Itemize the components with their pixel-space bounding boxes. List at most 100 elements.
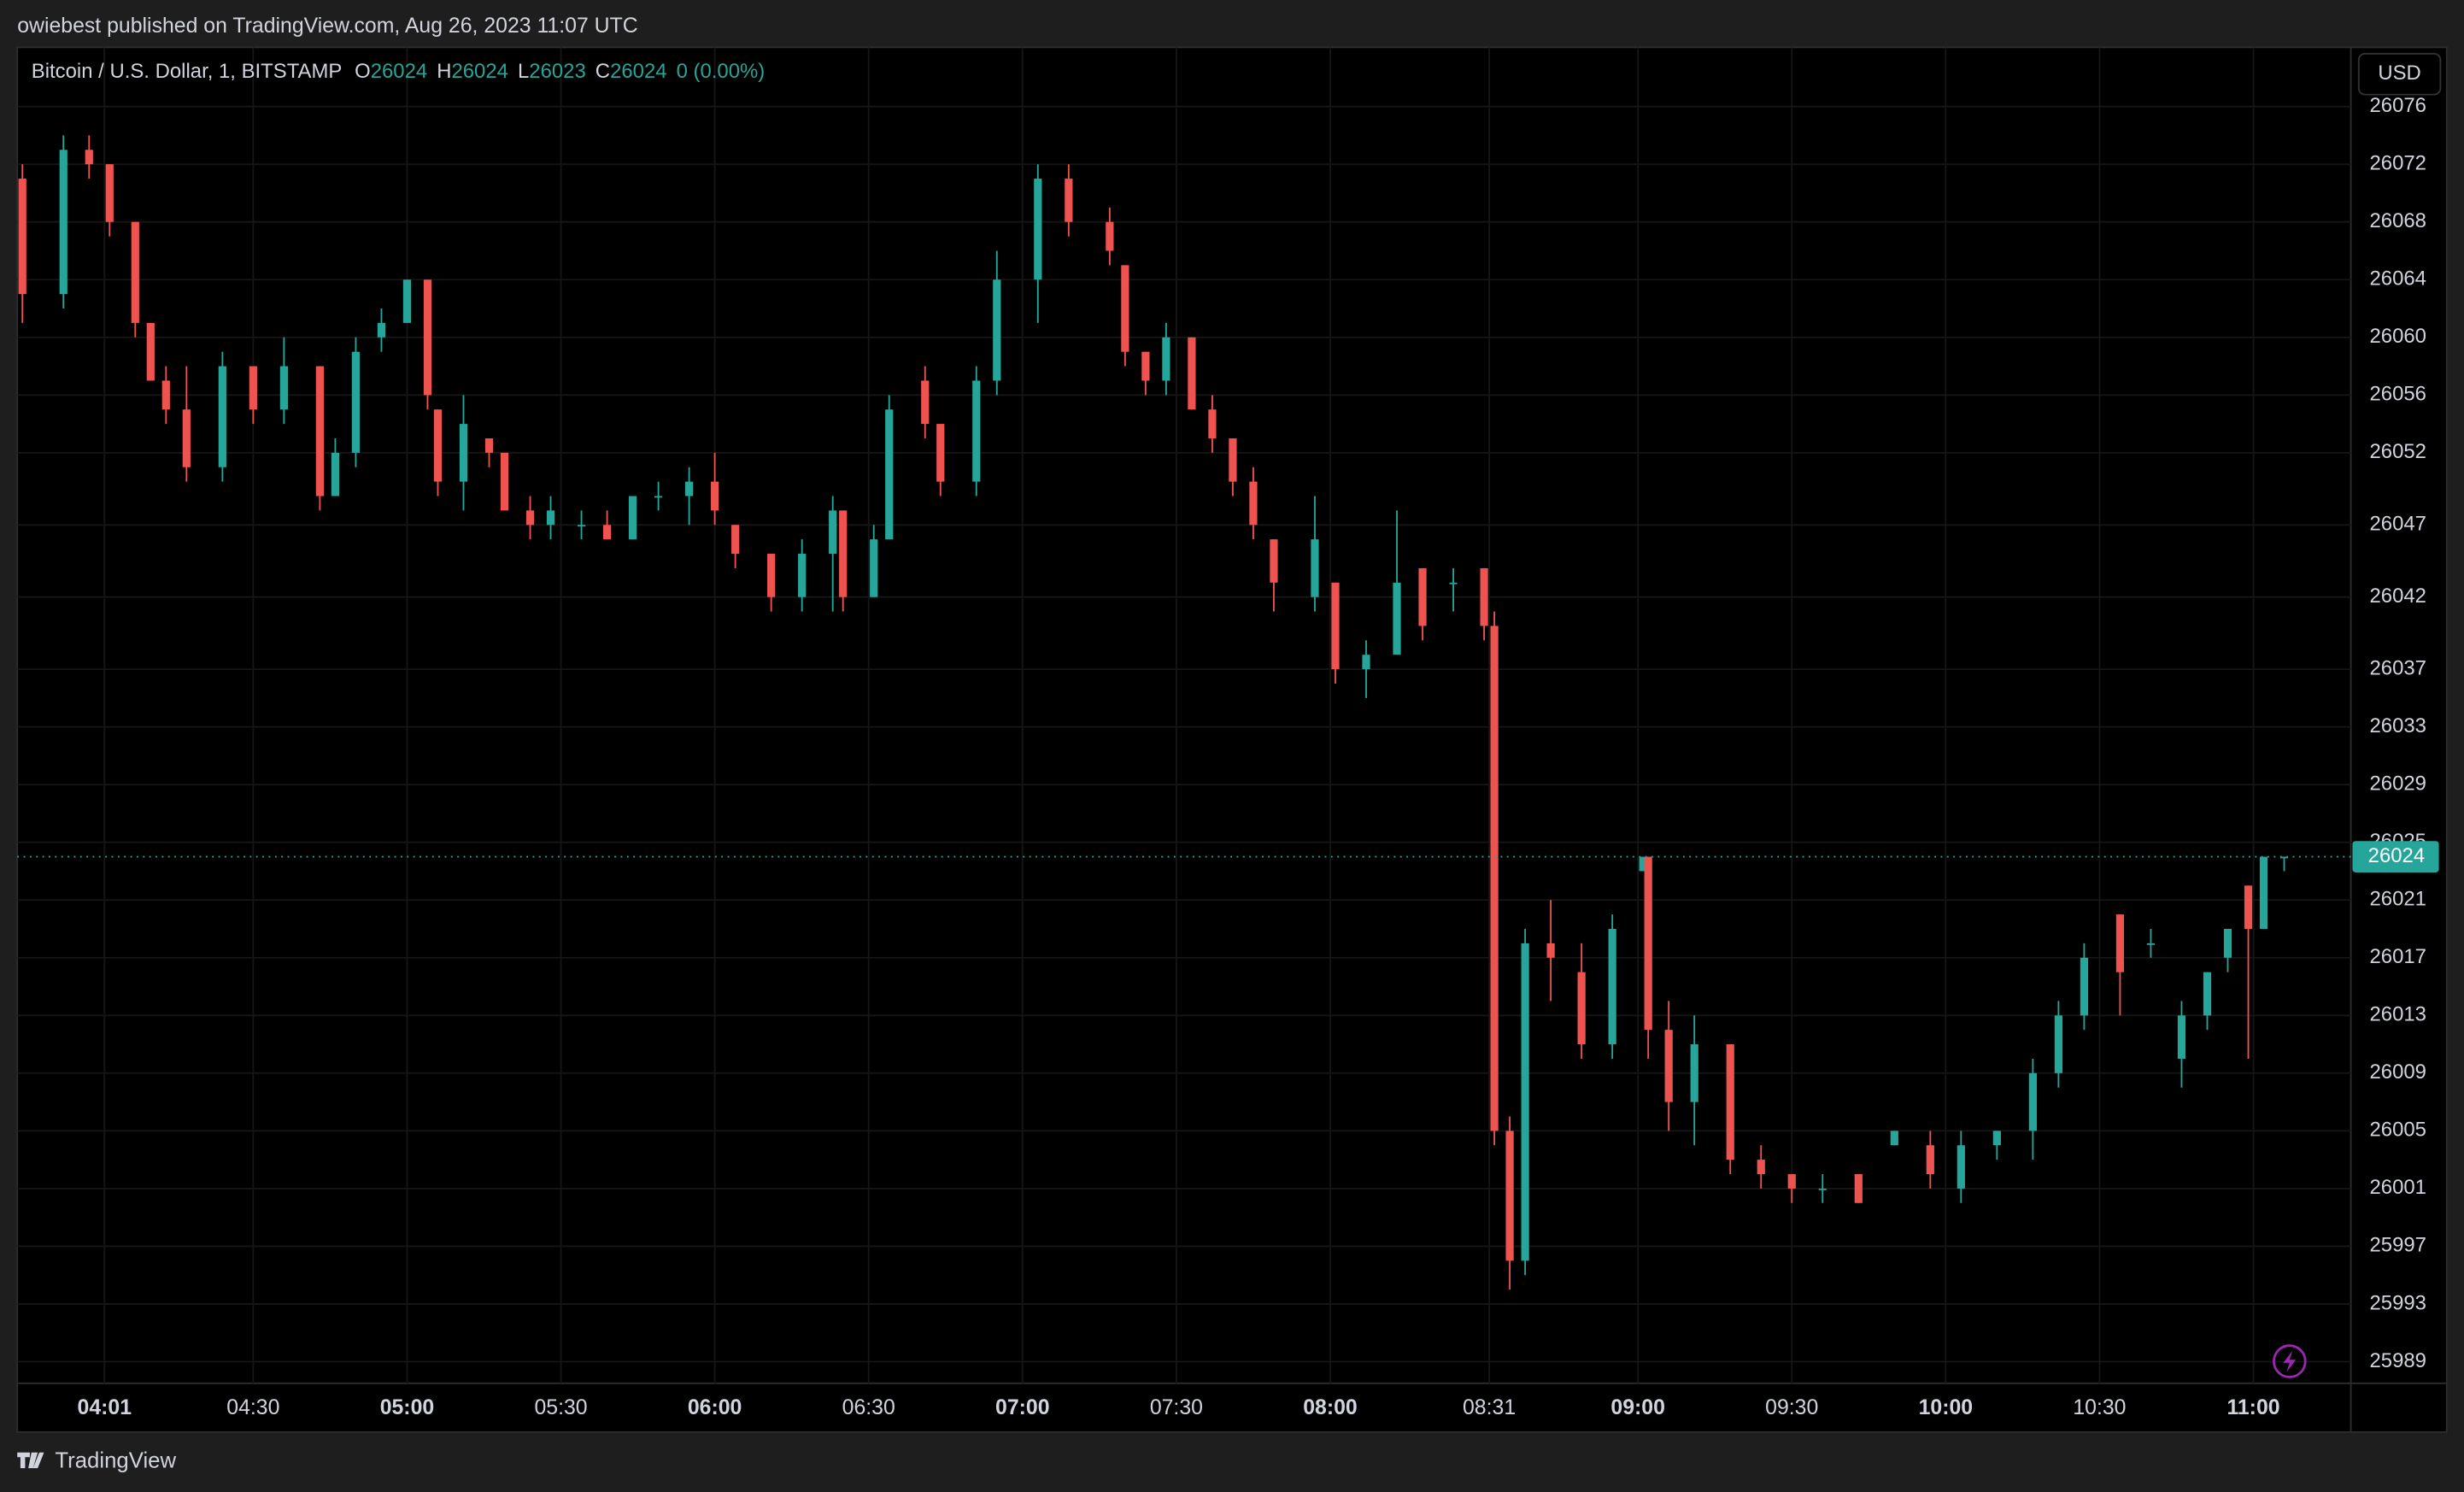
candle-body xyxy=(1854,1174,1863,1203)
candle-body xyxy=(377,322,386,338)
y-tick-label: 26064 xyxy=(2370,267,2426,291)
legend-key: O xyxy=(355,60,371,83)
candle-body xyxy=(1208,409,1217,438)
candle-body xyxy=(767,554,776,597)
alert-bolt xyxy=(2283,1350,2297,1372)
alert-icon[interactable] xyxy=(2273,1344,2307,1378)
candle-body xyxy=(402,279,412,323)
candle-body xyxy=(1065,179,1073,222)
legend-value: 26024 xyxy=(610,60,666,83)
candle-body xyxy=(105,164,114,222)
candle-body xyxy=(182,409,191,467)
candle-body xyxy=(993,279,1001,381)
x-tick-label: 11:00 xyxy=(2226,1396,2279,1419)
candle-body xyxy=(885,409,894,540)
candle-body xyxy=(1608,929,1616,1045)
candle-body xyxy=(433,409,443,482)
candle-body xyxy=(1664,1030,1673,1102)
legend-key: L xyxy=(518,60,529,83)
candle-body xyxy=(1162,337,1170,381)
candle-body xyxy=(2115,914,2125,972)
y-tick-label: 26037 xyxy=(2370,656,2426,679)
y-tick-label: 26072 xyxy=(2370,152,2426,175)
chart-pane xyxy=(16,46,2448,1433)
y-tick-label: 26013 xyxy=(2370,1003,2426,1026)
candle-body xyxy=(654,496,663,498)
candle-body xyxy=(2054,1015,2063,1073)
candle-body xyxy=(1546,943,1555,958)
legend-symbol: Bitcoin / U.S. Dollar, 1, BITSTAMP xyxy=(32,60,343,83)
candle-body xyxy=(423,279,432,396)
candle-body xyxy=(870,539,878,597)
candle-body xyxy=(131,221,139,323)
candle-body xyxy=(1249,481,1258,526)
y-tick-label: 26060 xyxy=(2370,325,2426,348)
candle-body xyxy=(1393,582,1401,655)
x-tick-label: 06:00 xyxy=(688,1396,742,1419)
candle-body xyxy=(500,452,509,511)
candle-body xyxy=(2080,957,2089,1016)
y-tick-label: 26005 xyxy=(2370,1119,2426,1142)
x-tick-label: 05:00 xyxy=(380,1396,435,1419)
candle-body xyxy=(1639,856,1647,872)
candle-body xyxy=(218,366,226,467)
candle-body xyxy=(1957,1145,1965,1189)
candle-body xyxy=(315,366,325,496)
candle-body xyxy=(1121,265,1129,352)
candle-body xyxy=(936,424,945,482)
x-tick-label: 05:30 xyxy=(534,1396,587,1419)
x-tick-label: 08:31 xyxy=(1463,1396,1516,1419)
candle-body xyxy=(59,150,67,295)
candle-body xyxy=(546,510,555,526)
candle-body xyxy=(525,510,535,526)
candle-body xyxy=(1480,567,1488,626)
candle-body xyxy=(2028,1072,2037,1131)
candle-body xyxy=(577,525,586,527)
candle-body xyxy=(1311,539,1319,597)
y-tick-label: 26042 xyxy=(2370,584,2426,608)
candle-body xyxy=(1787,1174,1796,1189)
candle-body xyxy=(1418,567,1427,626)
legend-value: 26024 xyxy=(371,60,427,83)
y-tick-label: 26017 xyxy=(2370,945,2426,968)
candle-body xyxy=(798,554,807,597)
candle-body xyxy=(279,366,288,410)
candle-body xyxy=(2244,885,2253,930)
candle-body xyxy=(1188,337,1196,410)
x-tick-label: 07:00 xyxy=(995,1396,1050,1419)
x-tick-label: 09:30 xyxy=(1765,1396,1818,1419)
candle-body xyxy=(711,481,719,511)
candle-body xyxy=(1890,1131,1898,1146)
x-tick-label: 04:30 xyxy=(226,1396,279,1419)
byline: owiebest published on TradingView.com, A… xyxy=(17,15,637,38)
candle-body xyxy=(1505,1131,1514,1261)
x-tick-label: 06:30 xyxy=(842,1396,895,1419)
y-tick-label: 26068 xyxy=(2370,209,2426,232)
y-tick-label: 26009 xyxy=(2370,1060,2426,1084)
x-tick-label: 07:30 xyxy=(1150,1396,1203,1419)
candle-body xyxy=(351,351,361,453)
candle-body xyxy=(1992,1131,2001,1146)
axes: 26076 26072 26068 26064 26060 26056 26052 26047… xyxy=(78,94,2439,1419)
candle-body xyxy=(731,525,740,555)
legend-change: 0 (0.00%) xyxy=(677,60,766,83)
legend-value: 26023 xyxy=(529,60,585,83)
y-tick-label: 25989 xyxy=(2370,1349,2426,1372)
candle-body xyxy=(18,179,26,295)
currency-label[interactable]: USD xyxy=(2378,62,2420,85)
candle-body xyxy=(1141,351,1150,381)
y-tick-label: 26052 xyxy=(2370,440,2426,463)
candle-body xyxy=(146,322,155,381)
candle-body xyxy=(602,525,612,540)
candle-body xyxy=(2203,972,2212,1016)
candle-body xyxy=(1331,582,1340,670)
currency-button[interactable] xyxy=(2357,52,2442,96)
last-price-label: 26024 xyxy=(2368,844,2425,867)
candle-body xyxy=(628,496,637,540)
candle-body xyxy=(1690,1044,1698,1102)
candle-body xyxy=(1449,582,1458,584)
x-tick-label: 10:00 xyxy=(1919,1396,1974,1419)
legend: Bitcoin / U.S. Dollar, 1, BITSTAMP O26024… xyxy=(32,60,765,83)
y-tick-label: 26056 xyxy=(2370,383,2426,406)
y-tick-label: 26047 xyxy=(2370,513,2426,536)
